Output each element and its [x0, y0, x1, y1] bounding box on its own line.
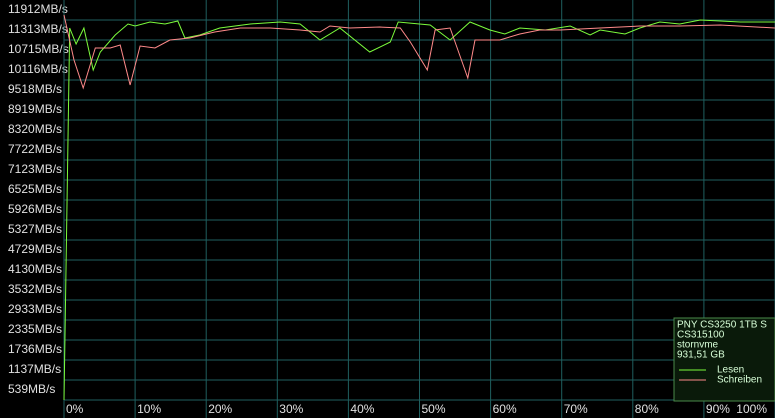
legend-box: [673, 317, 775, 402]
y-tick-label: 4729MB/s: [8, 242, 62, 256]
legend-info: stornvme: [677, 340, 719, 351]
x-tick-label: 60%: [493, 402, 517, 416]
y-tick-label: 4130MB/s: [8, 262, 62, 276]
y-tick-label: 8320MB/s: [8, 122, 62, 136]
y-tick-label: 2933MB/s: [8, 302, 62, 316]
y-tick-label: 1137MB/s: [8, 362, 61, 376]
y-tick-label: 7123MB/s: [8, 162, 62, 176]
legend-info: CS315100: [677, 330, 725, 341]
x-tick-label: 40%: [350, 402, 374, 416]
y-tick-label: 9518MB/s: [8, 82, 62, 96]
y-tick-label: 11313MB/s: [8, 22, 68, 36]
x-tick-label: 50%: [422, 402, 446, 416]
x-tick-label: 30%: [279, 402, 303, 416]
x-tick-label: 20%: [208, 402, 232, 416]
x-tick-label: 0%: [66, 402, 84, 416]
x-tick-label: 70%: [564, 402, 588, 416]
y-tick-label: 11912MB/s: [8, 2, 68, 16]
y-tick-label: 8919MB/s: [8, 102, 62, 116]
y-tick-label: 10715MB/s: [8, 42, 69, 56]
x-tick-label: 80%: [635, 402, 659, 416]
y-tick-label: 539MB/s: [8, 382, 55, 396]
x-tick-label: 100%: [736, 402, 767, 416]
y-tick-label: 10116MB/s: [8, 62, 68, 76]
y-tick-label: 5926MB/s: [8, 202, 62, 216]
y-tick-label: 3532MB/s: [8, 282, 62, 296]
y-tick-label: 2335MB/s: [8, 322, 62, 336]
data-line: [63, 14, 775, 90]
x-tick-label: 10%: [137, 402, 161, 416]
legend-label: Lesen: [717, 365, 744, 376]
y-tick-label: 7722MB/s: [8, 142, 62, 156]
y-tick-label: 5327MB/s: [8, 222, 62, 236]
data-line: [63, 19, 775, 401]
y-tick-label: 1736MB/s: [8, 342, 62, 356]
legend-label: Schreiben: [717, 375, 762, 386]
legend-info: PNY CS3250 1TB S: [677, 320, 767, 331]
y-tick-label: 6525MB/s: [8, 182, 62, 196]
legend-info: 931,51 GB: [677, 350, 725, 361]
x-tick-label: 90%: [706, 402, 730, 416]
